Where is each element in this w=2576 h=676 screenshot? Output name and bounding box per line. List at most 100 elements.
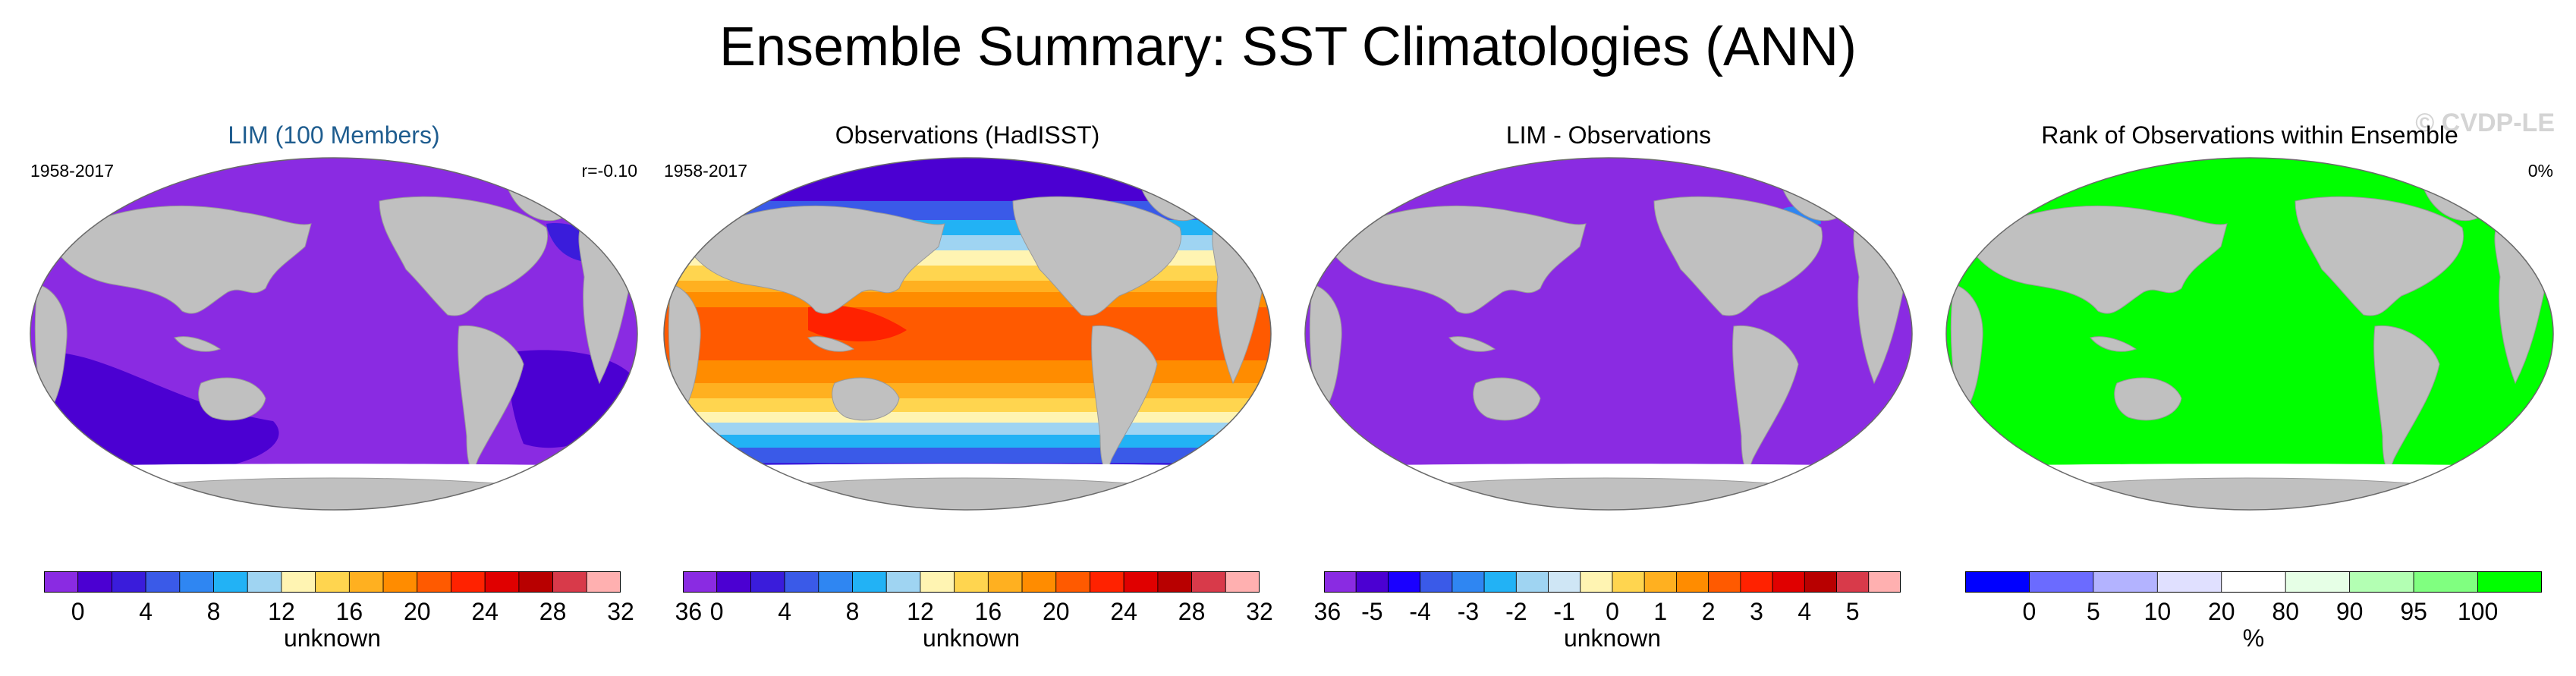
colorbar-swatch — [2349, 571, 2414, 593]
map-rank — [1945, 157, 2554, 511]
ocean-patch — [38, 352, 279, 474]
colorbar-swatch — [2029, 571, 2094, 593]
colorbar-tick-label: 16 — [335, 598, 363, 625]
colorbar-tick-label: 5 — [1845, 598, 1860, 625]
colorbar-tick-label: -2 — [1505, 598, 1527, 625]
colorbar-swatch — [382, 571, 418, 593]
colorbar-swatch — [451, 571, 486, 593]
colorbar-swatch — [716, 571, 751, 593]
colorbar-swatch — [1548, 571, 1581, 593]
sst-band — [664, 435, 1271, 448]
colorbar-swatch — [518, 571, 553, 593]
colorbar-swatch — [112, 571, 146, 593]
colorbar-tick-label: 32 — [1246, 598, 1273, 625]
colorbar-observations — [683, 571, 1260, 593]
land-mass — [1968, 205, 2228, 314]
colorbar-swatch — [179, 571, 214, 593]
land-mass — [52, 205, 312, 314]
panel-rank: © CVDP-LE Rank of Observations within En… — [1939, 108, 2561, 569]
panel-title: LIM - Observations — [1505, 121, 1712, 149]
colorbar-rank — [1965, 571, 2542, 593]
map-layer — [664, 158, 1271, 510]
colorbar-tick-label: 36 — [1313, 598, 1341, 625]
watermark: © CVDP-LE — [2415, 108, 2555, 137]
panel-observations: Observations (HadISST) 1958-2017 — [656, 114, 1279, 569]
colorbar-tick-label: 8 — [845, 598, 860, 625]
land-mass — [686, 205, 945, 314]
colorbar-tick-label: -5 — [1361, 598, 1383, 625]
map-layer — [1305, 158, 1912, 510]
colorbar-tick-label: 36 — [675, 598, 703, 625]
colorbar-swatch — [954, 571, 989, 593]
colorbar-swatch — [1055, 571, 1090, 593]
land-mass — [1732, 325, 1799, 469]
sst-band — [664, 398, 1271, 412]
colorbar-swatch — [1772, 571, 1805, 593]
colorbar-tick-label: 3 — [1750, 598, 1763, 625]
colorbar-tick-label: 90 — [2335, 598, 2364, 625]
colorbar-swatch — [1225, 571, 1260, 593]
colorbar-frame — [1965, 571, 2542, 593]
colorbar-tick-label: 5 — [2086, 598, 2100, 625]
colorbar-swatch — [1643, 571, 1677, 593]
colorbar-swatch — [1123, 571, 1159, 593]
colorbar-tick-label: 16 — [974, 598, 1002, 625]
sst-band — [664, 423, 1271, 435]
colorbar-swatch — [1580, 571, 1613, 593]
colorbar-tick-label: 12 — [268, 598, 295, 625]
colorbar-swatch — [1676, 571, 1709, 593]
colorbar-swatch — [920, 571, 955, 593]
colorbar-swatch — [1804, 571, 1837, 593]
map-layer — [30, 158, 637, 510]
colorbar-swatch — [1157, 571, 1192, 593]
colorbar-swatch — [818, 571, 853, 593]
colorbar-tick-label: 100 — [2457, 598, 2499, 625]
colorbar-tick-label: 4 — [1798, 598, 1812, 625]
colorbar-ticks-lim: 0 4 8 12 16 20 24 28 32 36 — [44, 598, 702, 625]
colorbar-tick-label: 2 — [1701, 598, 1716, 625]
colorbar-tick-label: -3 — [1457, 598, 1480, 625]
colorbar-swatch — [1515, 571, 1549, 593]
land-mass — [458, 325, 524, 469]
colorbar-swatch — [1452, 571, 1485, 593]
colorbar-frame — [1324, 571, 1901, 593]
land-mass — [1473, 377, 1541, 421]
colorbar-label-rank: % — [2242, 624, 2265, 652]
colorbar-tick-label: 28 — [539, 598, 567, 625]
colorbar-tick-label: 0 — [709, 598, 724, 625]
colorbar-swatch — [315, 571, 350, 593]
correlation-label: r=-0.10 — [581, 161, 637, 181]
colorbar-swatch — [1740, 571, 1773, 593]
colorbar-swatch — [77, 571, 112, 593]
period-label: 1958-2017 — [30, 161, 114, 181]
colorbar-frame — [683, 571, 1260, 593]
colorbar-tick-label: -4 — [1409, 598, 1431, 625]
panel-title: LIM (100 Members) — [228, 121, 440, 149]
colorbar-swatch — [852, 571, 887, 593]
colorbar-swatch — [1191, 571, 1226, 593]
colorbar-tick-label: 4 — [778, 598, 792, 625]
colorbar-swatch — [885, 571, 921, 593]
colorbar-swatch — [1090, 571, 1124, 593]
land-mass — [1448, 336, 1496, 352]
sst-band — [664, 307, 1271, 360]
colorbar-tick-label: 10 — [2144, 598, 2172, 625]
colorbar-swatch — [1836, 571, 1870, 593]
colorbar-swatch — [1021, 571, 1057, 593]
sst-band — [664, 292, 1271, 307]
land-mass — [807, 336, 855, 352]
period-label: 1958-2017 — [664, 161, 747, 181]
land-mass — [1327, 205, 1587, 314]
colorbar-swatch — [247, 571, 282, 593]
colorbar-swatch — [683, 571, 718, 593]
colorbar-swatch — [987, 571, 1023, 593]
land-mass — [1091, 325, 1158, 469]
colorbar-swatch — [2156, 571, 2222, 593]
colorbar-swatch — [1708, 571, 1741, 593]
colorbar-tick-label: 20 — [403, 598, 431, 625]
warm-pool — [808, 305, 907, 341]
land-mass — [379, 196, 548, 316]
map-difference — [1304, 157, 1913, 511]
figure-title: Ensemble Summary: SST Climatologies (ANN… — [719, 17, 1857, 77]
map-border — [663, 157, 1272, 511]
